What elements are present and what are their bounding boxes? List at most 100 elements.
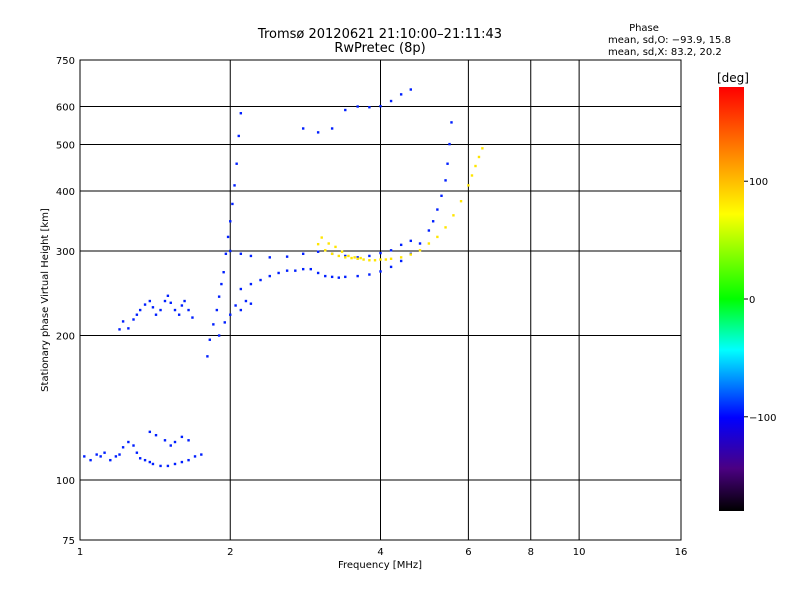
x-tick-label: 1 — [77, 547, 83, 558]
data-point — [180, 460, 184, 464]
data-point — [368, 254, 371, 258]
data-point — [444, 179, 447, 182]
data-point — [187, 439, 190, 442]
data-point — [379, 258, 382, 261]
data-point — [316, 250, 320, 253]
data-point — [444, 226, 447, 229]
data-point — [474, 164, 477, 168]
y-tick-label: 75 — [62, 536, 75, 547]
y-tick-label: 600 — [56, 103, 75, 114]
data-point — [344, 256, 347, 259]
data-point — [389, 249, 393, 252]
data-point — [356, 257, 359, 260]
data-point — [277, 271, 280, 275]
data-point — [368, 273, 371, 276]
data-point — [340, 250, 344, 253]
data-point — [459, 199, 463, 203]
y-tick-label: 100 — [56, 476, 75, 487]
data-point — [138, 308, 142, 312]
data-point — [379, 251, 382, 255]
colorbar: [deg] −100 0 100 — [717, 71, 776, 511]
data-point — [301, 252, 305, 256]
data-point — [244, 299, 248, 303]
data-point — [427, 229, 431, 232]
data-point — [470, 174, 474, 177]
data-point — [481, 147, 484, 150]
data-point — [330, 275, 334, 279]
data-point — [193, 455, 197, 458]
data-point — [132, 318, 135, 321]
data-point — [359, 256, 362, 260]
data-point — [118, 453, 121, 456]
data-point — [234, 304, 237, 307]
data-point — [187, 458, 190, 462]
data-point — [226, 235, 230, 239]
data-point — [143, 458, 147, 462]
data-point — [450, 121, 453, 124]
data-point — [316, 131, 320, 134]
data-point — [446, 162, 449, 165]
data-point — [477, 155, 481, 159]
colorbar-tick-label: −100 — [749, 413, 776, 424]
colorbar-label: [deg] — [717, 71, 749, 85]
y-tick-label: 400 — [56, 187, 75, 198]
data-point — [344, 254, 347, 258]
data-point — [389, 257, 393, 260]
data-point — [127, 327, 130, 330]
axis-ticks: 1 2 4 6 8 10 16 75 100 200 300 400 500 600 750 — [56, 56, 687, 558]
data-point — [379, 270, 382, 273]
data-point — [409, 253, 412, 256]
data-point — [206, 355, 209, 358]
data-point — [148, 299, 152, 303]
data-point — [135, 451, 139, 454]
x-tick-label: 2 — [227, 547, 233, 558]
data-point — [229, 313, 232, 316]
data-point — [330, 252, 334, 256]
data-point — [191, 316, 194, 319]
data-point — [235, 162, 238, 165]
data-point — [239, 308, 243, 312]
data-point — [249, 254, 253, 258]
data-point — [154, 313, 158, 316]
y-axis-label: Stationary phase Virtual Height [km] — [40, 208, 51, 392]
plot-area: 1 2 4 6 8 10 16 75 100 200 300 400 500 600 750 — [56, 56, 687, 558]
data-point — [166, 464, 170, 468]
data-point — [316, 242, 320, 246]
x-tick-label: 6 — [465, 547, 471, 558]
data-point — [356, 105, 359, 108]
data-point — [368, 106, 371, 109]
data-point — [151, 306, 155, 309]
data-point — [173, 440, 177, 444]
data-point — [337, 276, 341, 279]
data-point — [229, 220, 232, 223]
data-point — [109, 458, 112, 462]
data-point — [180, 304, 184, 307]
colorbar-gradient — [719, 87, 744, 511]
data-point — [409, 239, 412, 243]
data-point — [353, 256, 356, 259]
data-point — [399, 93, 403, 96]
data-point — [169, 444, 172, 447]
data-point — [143, 303, 147, 306]
stats-line-x: mean, sd,X: 83.2, 20.2 — [608, 47, 722, 58]
y-tick-label: 750 — [56, 56, 75, 67]
data-point — [173, 462, 177, 466]
data-point — [384, 258, 388, 261]
data-point — [177, 313, 181, 316]
data-point — [362, 258, 365, 261]
data-point — [320, 236, 323, 239]
x-tick-label: 10 — [573, 547, 586, 558]
data-point — [399, 259, 403, 263]
x-tick-label: 8 — [528, 547, 534, 558]
y-tick-label: 500 — [56, 141, 75, 152]
x-tick-label: 16 — [675, 547, 688, 558]
data-point — [138, 457, 142, 460]
data-point — [200, 453, 203, 456]
data-point — [220, 282, 223, 286]
colorbar-tick-label: 0 — [749, 295, 755, 306]
data-point — [452, 214, 455, 217]
x-axis-label: Frequency [MHz] — [338, 560, 422, 571]
data-point — [301, 267, 305, 271]
data-point — [418, 249, 422, 252]
data-point — [163, 299, 167, 303]
